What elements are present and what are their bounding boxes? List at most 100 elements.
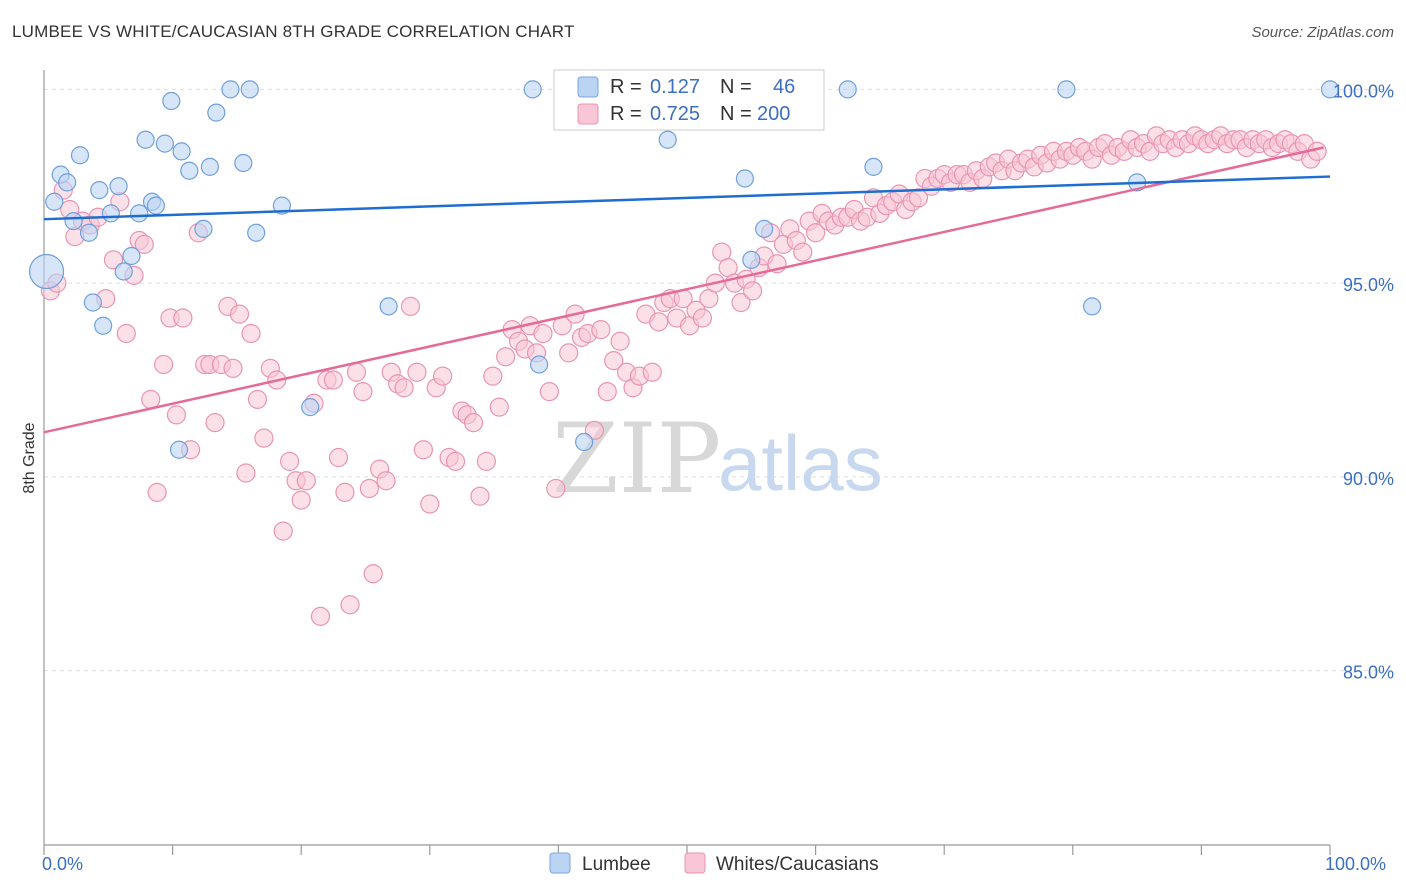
whites-point: [496, 347, 516, 367]
lumbee-r-label: R =: [610, 76, 642, 98]
whites-point: [793, 242, 813, 262]
whites-point: [310, 606, 331, 626]
whites-point: [328, 447, 349, 468]
whites-point: [166, 405, 187, 425]
lumbee-point: [109, 177, 128, 196]
chart-source: Source: ZipAtlas.com: [1251, 24, 1394, 41]
whites-point: [363, 564, 383, 584]
lumbee-point: [234, 153, 253, 173]
lumbee-point: [200, 157, 219, 176]
x-tick-label-min: 0.0%: [42, 854, 83, 874]
y-tick-label: 100.0%: [1333, 81, 1394, 101]
chart-title: LUMBEE VS WHITE/CAUCASIAN 8TH GRADE CORR…: [12, 22, 575, 41]
whites-point: [376, 471, 396, 491]
lumbee-point: [301, 398, 320, 417]
legend-whites-label: Whites/Caucasians: [716, 854, 879, 875]
whites-point: [433, 366, 453, 386]
y-axis-label: 8th Grade: [21, 422, 38, 493]
whites-point: [134, 234, 154, 254]
whites-point: [483, 366, 503, 386]
lumbee-point: [207, 103, 226, 122]
lumbee-point: [221, 80, 240, 99]
whites-point: [340, 595, 360, 615]
whites-point: [335, 482, 355, 502]
y-tick-labels: 100.0% 95.0% 90.0% 85.0%: [1333, 81, 1394, 682]
whites-point: [908, 188, 929, 208]
lumbee-n-label: N =: [720, 76, 752, 98]
lumbee-point: [735, 169, 754, 188]
whites-point: [273, 521, 293, 541]
whites-point: [407, 362, 427, 382]
whites-point: [359, 478, 379, 499]
lumbee-point: [1320, 80, 1340, 99]
whites-point: [649, 312, 669, 332]
whites-n-value: 200: [757, 103, 790, 125]
lumbee-n-value: 46: [773, 76, 795, 98]
trend-lines: [43, 146, 1331, 434]
whites-point: [205, 413, 225, 433]
whites-points: [40, 126, 1327, 626]
y-tick-label: 90.0%: [1343, 469, 1394, 489]
lumbee-point: [658, 130, 677, 149]
whites-point: [489, 397, 509, 417]
lumbee-point: [194, 219, 213, 238]
lumbee-point: [575, 432, 594, 452]
lumbee-point: [146, 196, 165, 215]
whites-point: [323, 370, 343, 390]
whites-point: [559, 343, 579, 363]
lumbee-point: [247, 223, 266, 242]
whites-point: [254, 428, 274, 448]
legend-lumbee-swatch: [549, 852, 571, 874]
watermark-atlas: atlas: [718, 419, 883, 507]
whites-point: [610, 331, 630, 351]
lumbee-swatch: [577, 76, 599, 98]
lumbee-point: [83, 293, 102, 312]
lumbee-point: [272, 196, 292, 215]
whites-point: [597, 382, 617, 402]
lumbee-point: [122, 246, 141, 266]
lumbee-point: [240, 80, 259, 99]
whites-point: [470, 486, 490, 506]
lumbee-points: [28, 80, 1340, 459]
whites-point: [103, 250, 124, 270]
lumbee-point: [155, 134, 174, 153]
legend-lumbee-label: Lumbee: [582, 854, 651, 875]
lumbee-point: [180, 161, 199, 180]
whites-point: [642, 362, 662, 382]
whites-point: [476, 451, 496, 471]
watermark: ZIP atlas: [552, 403, 883, 515]
lumbee-point: [172, 142, 191, 161]
series-legend: Lumbee Whites/Caucasians: [549, 852, 879, 875]
lumbee-point: [58, 173, 77, 192]
whites-point: [413, 440, 433, 460]
lumbee-point: [864, 157, 883, 176]
whites-point: [173, 308, 193, 328]
whites-point: [147, 482, 167, 502]
whites-point: [692, 308, 713, 328]
whites-trend-line: [43, 146, 1324, 434]
whites-point: [584, 420, 605, 440]
whites-point: [445, 451, 466, 471]
lumbee-point: [523, 80, 542, 99]
whites-point: [742, 281, 763, 301]
lumbee-point: [162, 91, 181, 111]
whites-r-label: R =: [610, 103, 642, 125]
whites-point: [229, 304, 250, 324]
lumbee-r-value: 0.127: [650, 76, 700, 98]
lumbee-point: [742, 250, 761, 269]
whites-point: [539, 382, 559, 402]
whites-point: [533, 323, 553, 344]
whites-swatch: [577, 103, 599, 125]
whites-point: [420, 494, 440, 514]
lumbee-point: [379, 297, 398, 316]
whites-point: [291, 490, 311, 510]
lumbee-point: [94, 316, 113, 335]
legend-whites-swatch: [684, 852, 706, 874]
whites-point: [353, 382, 373, 402]
lumbee-point: [530, 355, 549, 374]
whites-point: [604, 351, 624, 371]
lumbee-point: [169, 440, 189, 459]
whites-point: [731, 292, 751, 313]
whites-point: [247, 389, 268, 409]
lumbee-point: [28, 253, 65, 290]
